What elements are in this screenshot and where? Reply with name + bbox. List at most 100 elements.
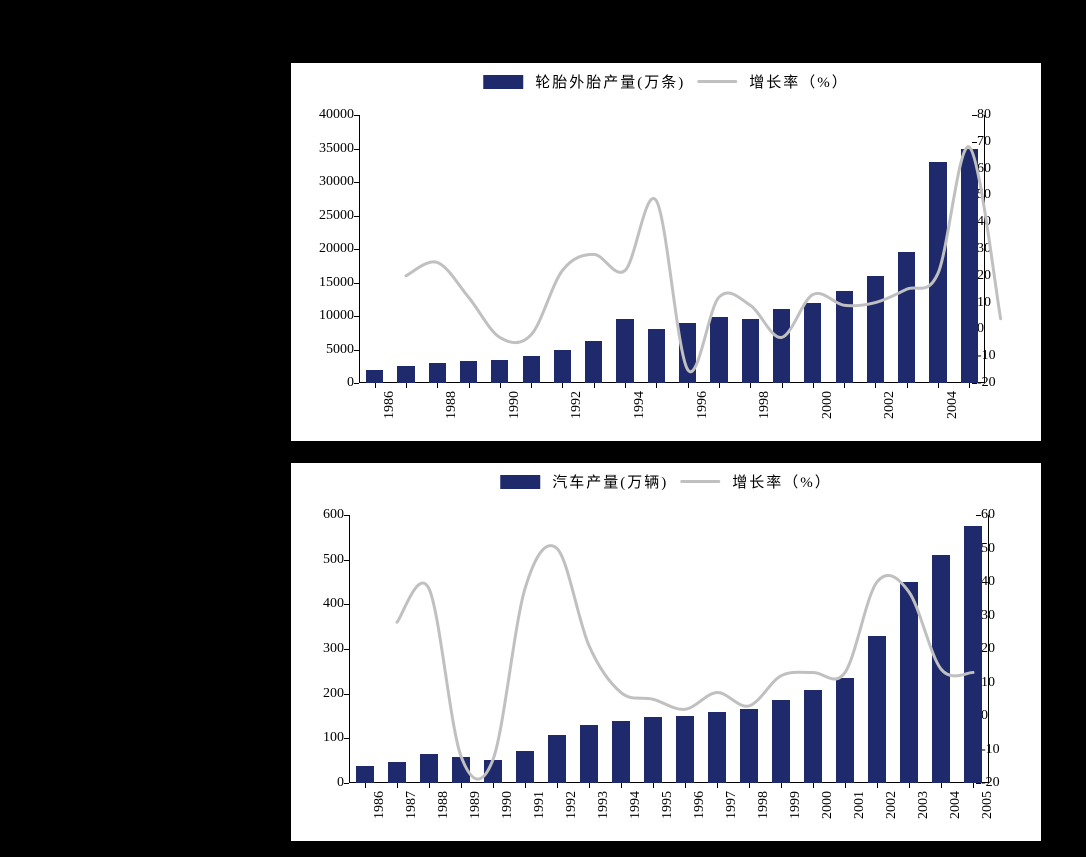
y-left-tick-label: 300 (289, 642, 344, 656)
legend-bar-swatch (500, 475, 540, 489)
x-tick-label: 1988 (444, 391, 460, 419)
y-right-tick-label: 30 (981, 609, 1036, 623)
legend-line-swatch (680, 480, 720, 483)
y-right-tick-label: 60 (977, 162, 1032, 176)
x-tick-mark (688, 383, 689, 388)
auto-production-chart-growth-line (349, 515, 989, 783)
x-tick-label: 1996 (695, 391, 711, 419)
x-tick-label: 2005 (980, 791, 996, 819)
legend-bar-swatch (483, 75, 523, 89)
x-tick-label: 2003 (916, 791, 932, 819)
y-axis-right: -20-100102030405060 (981, 515, 1041, 783)
x-tick-label: 1995 (660, 791, 676, 819)
tire-production-chart-legend: 轮胎外胎产量(万条) 增长率（%） (483, 71, 849, 92)
y-left-tick-label: 20000 (299, 242, 354, 256)
y-left-tick-label: 25000 (299, 209, 354, 223)
y-right-tick-label: 60 (981, 508, 1036, 522)
x-tick-mark (437, 383, 438, 388)
y-right-tick-label: -20 (977, 376, 1032, 390)
y-left-tick-label: 100 (289, 731, 344, 745)
x-tick-mark (625, 383, 626, 388)
y-left-tick-label: 600 (289, 508, 344, 522)
tire-production-chart-plot-area: 0500010000150002000025000300003500040000… (359, 115, 985, 383)
x-tick-label: 1986 (372, 791, 388, 819)
y-axis-right: -20-1001020304050607080 (977, 115, 1037, 383)
x-tick-label: 2004 (948, 791, 964, 819)
x-tick-label: 2002 (884, 791, 900, 819)
x-tick-label: 1988 (436, 791, 452, 819)
x-tick-label: 1992 (564, 791, 580, 819)
y-right-tick-mark (972, 383, 977, 384)
x-tick-mark (406, 383, 407, 388)
x-tick-mark (375, 383, 376, 388)
y-left-tick-label: 30000 (299, 175, 354, 189)
x-tick-mark (653, 783, 654, 788)
x-tick-mark (656, 383, 657, 388)
legend-line-label: 增长率（%） (749, 71, 849, 92)
x-tick-mark (531, 383, 532, 388)
y-right-tick-label: 10 (981, 676, 1036, 690)
legend-bar-label: 轮胎外胎产量(万条) (535, 71, 685, 92)
x-tick-mark (685, 783, 686, 788)
tire-production-chart-growth-line (359, 115, 985, 383)
x-tick-mark (750, 383, 751, 388)
x-tick-mark (941, 783, 942, 788)
x-tick-mark (782, 383, 783, 388)
x-tick-label: 1989 (468, 791, 484, 819)
x-tick-mark (525, 783, 526, 788)
x-tick-mark (719, 383, 720, 388)
x-tick-label: 2002 (882, 391, 898, 419)
x-tick-label: 2001 (852, 791, 868, 819)
x-tick-mark (877, 783, 878, 788)
y-right-tick-label: 40 (981, 575, 1036, 589)
y-left-tick-mark (344, 783, 349, 784)
x-tick-label: 1987 (404, 791, 420, 819)
x-tick-label: 1997 (724, 791, 740, 819)
x-tick-mark (749, 783, 750, 788)
y-right-tick-mark (976, 783, 981, 784)
y-axis-left: 0100200300400500600 (289, 515, 349, 783)
y-left-tick-label: 10000 (299, 309, 354, 323)
x-tick-mark (813, 383, 814, 388)
x-tick-mark (907, 383, 908, 388)
y-right-tick-label: 0 (981, 709, 1036, 723)
x-tick-label: 2004 (945, 391, 961, 419)
x-tick-mark (845, 783, 846, 788)
x-tick-mark (500, 383, 501, 388)
y-right-tick-label: -20 (981, 776, 1036, 790)
y-right-tick-label: 30 (977, 242, 1032, 256)
y-right-tick-label: 50 (977, 188, 1032, 202)
y-right-tick-label: 70 (977, 135, 1032, 149)
x-tick-label: 1998 (757, 391, 773, 419)
x-tick-mark (493, 783, 494, 788)
x-tick-mark (717, 783, 718, 788)
y-right-tick-label: 10 (977, 296, 1032, 310)
x-tick-mark (813, 783, 814, 788)
x-tick-label: 1993 (596, 791, 612, 819)
x-tick-label: 1998 (756, 791, 772, 819)
x-tick-mark (938, 383, 939, 388)
y-axis-left: 0500010000150002000025000300003500040000 (299, 115, 359, 383)
x-tick-mark (781, 783, 782, 788)
y-right-tick-label: -10 (977, 349, 1032, 363)
x-tick-mark (621, 783, 622, 788)
auto-production-chart-panel: 汽车产量(万辆)增长率（%）0100200300400500600-20-100… (290, 462, 1042, 842)
x-tick-label: 1996 (692, 791, 708, 819)
y-left-tick-label: 40000 (299, 108, 354, 122)
x-tick-mark (875, 383, 876, 388)
y-left-tick-mark (354, 383, 359, 384)
x-tick-mark (557, 783, 558, 788)
y-right-tick-label: 20 (981, 642, 1036, 656)
y-right-tick-label: 20 (977, 269, 1032, 283)
legend-line-label: 增长率（%） (732, 471, 832, 492)
y-left-tick-label: 200 (289, 687, 344, 701)
y-left-tick-label: 15000 (299, 276, 354, 290)
x-tick-mark (562, 383, 563, 388)
x-tick-label: 2000 (820, 791, 836, 819)
x-tick-mark (969, 383, 970, 388)
x-tick-label: 1990 (500, 791, 516, 819)
y-right-tick-label: 80 (977, 108, 1032, 122)
x-tick-label: 1994 (632, 391, 648, 419)
x-tick-label: 1994 (628, 791, 644, 819)
legend-bar-label: 汽车产量(万辆) (552, 471, 668, 492)
